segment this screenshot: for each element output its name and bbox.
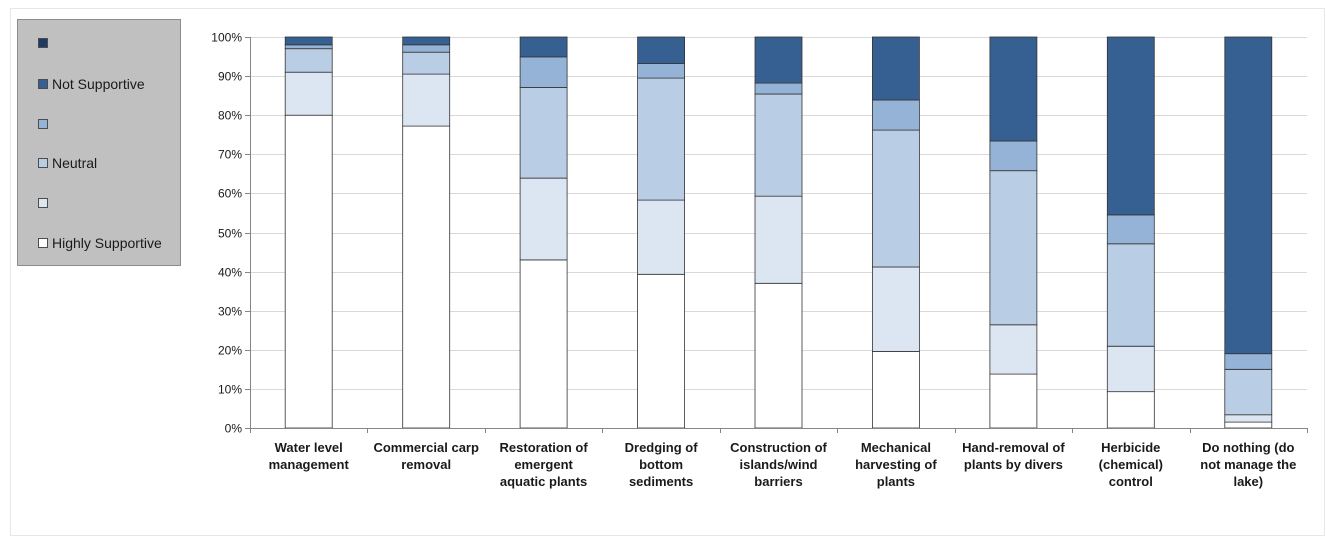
bar-segment (1106, 214, 1155, 245)
legend-label: Highly Supportive (52, 235, 162, 251)
bar-segment (402, 44, 451, 53)
bar-segment (284, 48, 333, 73)
y-tick-label: 50% (218, 227, 242, 241)
y-tick-label: 20% (218, 344, 242, 358)
bar-segment (989, 324, 1038, 375)
bar-segment (754, 93, 803, 197)
bar-segment (284, 114, 333, 429)
bar-segment (1106, 345, 1155, 393)
axis-labels: 0% 10% 20% 30% 40% 50% 60% 70% 80% 90% 100% Water l… (211, 31, 1296, 490)
bar-segment (872, 350, 920, 429)
bar-segment (754, 282, 803, 429)
y-tick-label: 60% (218, 187, 242, 201)
bar-segment (519, 177, 568, 261)
bar-segment (402, 36, 451, 46)
y-tick-label: 30% (218, 305, 242, 319)
bar-segment (284, 44, 333, 50)
legend-item (38, 115, 52, 133)
bar-segment (989, 140, 1038, 172)
bar-segment (1224, 414, 1273, 423)
y-tick-label: 80% (218, 109, 242, 123)
bar-segment (519, 259, 568, 429)
y-tick-label: 40% (218, 266, 242, 280)
bar-segment (637, 63, 685, 79)
y-tick-label: 10% (218, 383, 242, 397)
bar-segment (519, 56, 568, 88)
bar-segment (1224, 353, 1273, 370)
y-tick-label: 0% (225, 422, 243, 436)
legend-swatch (38, 119, 48, 129)
bar-segment (1106, 243, 1155, 347)
bar-segment (989, 373, 1038, 429)
y-tick-label: 70% (218, 148, 242, 162)
x-tick-label: Mechanical harvesting of plants (855, 440, 937, 489)
x-tick-label: Restoration of emergent aquatic plants (500, 440, 589, 489)
bar-segment (284, 71, 333, 116)
legend-swatch (38, 158, 48, 168)
bar-segment (402, 73, 451, 127)
legend-item: Neutral (38, 154, 97, 172)
legend-swatch (38, 198, 48, 208)
bar-segment (872, 99, 920, 131)
bar-segment (1106, 391, 1155, 429)
legend: Not Supportive Neutral Highly Supportive (17, 19, 181, 266)
x-tick-label: Herbicide (chemical) control (1099, 440, 1163, 489)
x-tick-label: Construction of islands/wind barriers (730, 440, 827, 489)
bar-segment (1224, 36, 1273, 355)
bar-segment (637, 199, 685, 275)
bar-segment (754, 82, 803, 95)
legend-item: Not Supportive (38, 75, 145, 93)
bar-segment (754, 36, 803, 84)
bar-segment (402, 51, 451, 75)
bar-segment (989, 170, 1038, 326)
x-tick-label: Commercial carp removal (373, 440, 479, 472)
bar-segment (637, 273, 685, 429)
x-tick-label: Dredging of bottom sediments (625, 440, 699, 489)
legend-item: Highly Supportive (38, 234, 162, 252)
bar-segment (989, 36, 1038, 142)
bar-segment (402, 125, 451, 429)
legend-swatch (38, 238, 48, 248)
bar-segment (1224, 368, 1273, 416)
bar-segment (519, 87, 568, 179)
legend-item (38, 194, 52, 212)
legend-item (38, 34, 52, 52)
bar-segment (872, 129, 920, 268)
y-tick-label: 100% (211, 31, 242, 45)
y-tick-label: 90% (218, 70, 242, 84)
bar-segment (1106, 36, 1155, 216)
bar-segment (284, 36, 333, 46)
axes (245, 37, 1308, 433)
x-tick-label: Water level management (269, 440, 350, 472)
x-tick-label: Do nothing (do not manage the lake) (1200, 440, 1296, 489)
bar-segment (754, 195, 803, 284)
bar-segment (1224, 421, 1273, 429)
bar-segment (872, 36, 920, 101)
x-tick-label: Hand-removal of plants by divers (962, 440, 1065, 472)
legend-label: Not Supportive (52, 76, 145, 92)
bar-segment (872, 266, 920, 352)
bar-segment (637, 77, 685, 201)
legend-label: Neutral (52, 155, 98, 171)
legend-swatch (38, 38, 48, 48)
legend-swatch (38, 79, 48, 89)
bar-segment (519, 36, 568, 58)
bar-segment (637, 36, 685, 65)
bars (284, 36, 1273, 429)
